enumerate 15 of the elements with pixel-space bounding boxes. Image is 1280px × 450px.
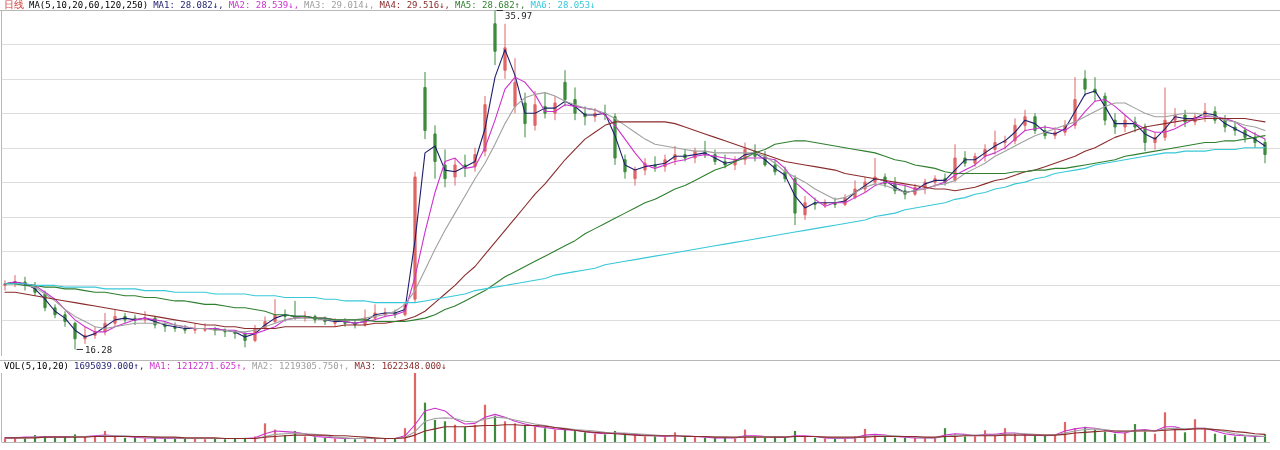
legend-item: MA2: 28.539↓, xyxy=(228,0,300,10)
title: 日线 xyxy=(4,0,24,10)
legend-item: MA1: 28.082↓, xyxy=(153,0,224,10)
legend-item: MA5: 28.682↑, xyxy=(455,0,526,10)
legend-item: MA3: 29.014↓, xyxy=(304,0,375,10)
legend-item: MA3: 1622348.000↓ xyxy=(354,361,447,371)
annotation: 1695039.000↑, xyxy=(74,361,145,371)
annotation: 35.97 xyxy=(505,11,533,21)
legend-item: MA6: 28.053↓ xyxy=(530,0,596,10)
annotation: 16.28 xyxy=(85,344,113,355)
legend-item: MA4: 29.516↓, xyxy=(379,0,451,10)
legend-item: MA2: 1219305.750↑, xyxy=(252,361,350,371)
legend-item: MA1: 1212271.625↑, xyxy=(149,361,248,371)
legend-title: MA(5,10,20,60,120,250) xyxy=(29,0,149,10)
legend-title: VOL(5,10,20) xyxy=(4,361,70,371)
